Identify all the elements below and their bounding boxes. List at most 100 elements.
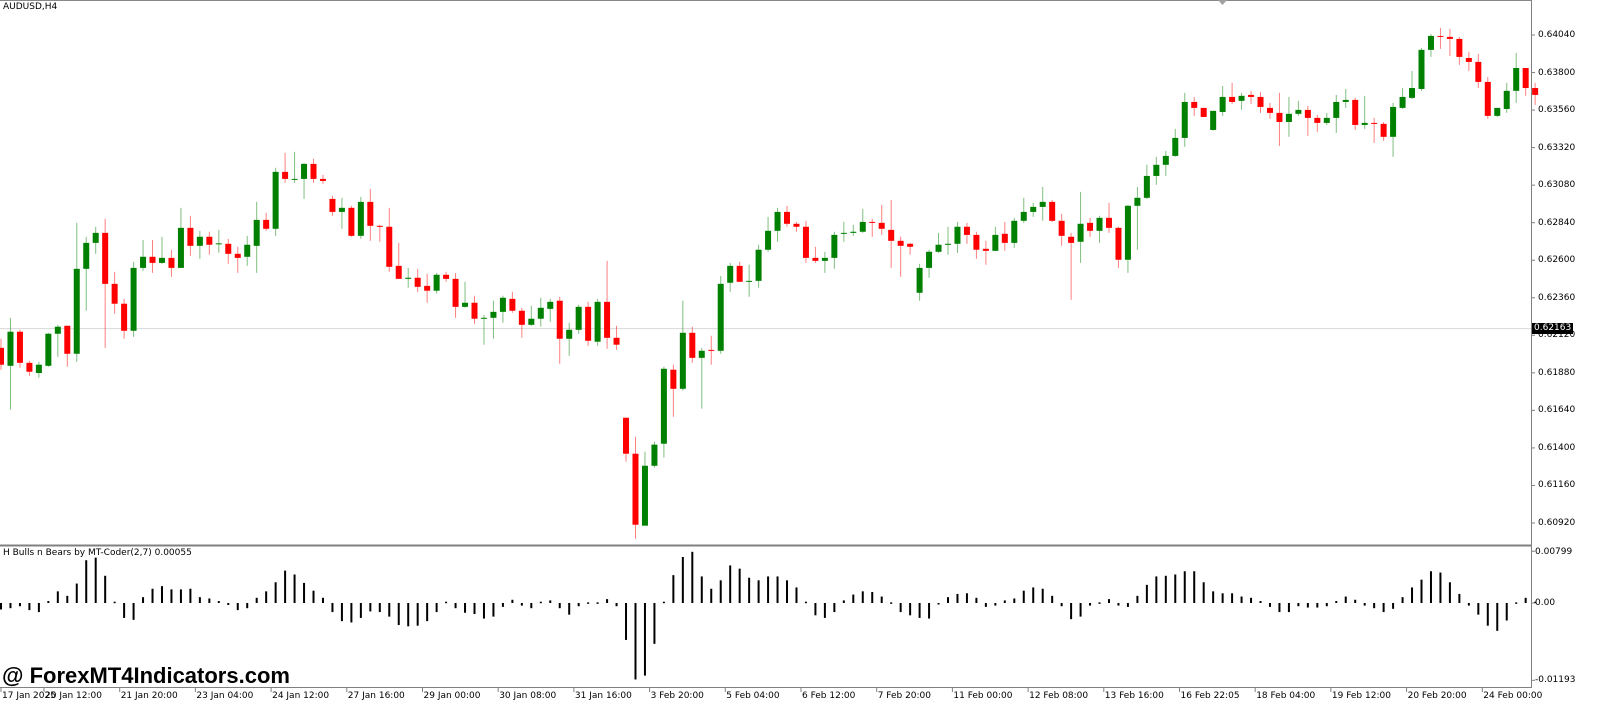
time-tick-label: 24 Jan 12:00 xyxy=(272,691,330,701)
candle xyxy=(1295,100,1302,116)
current-price-label: 0.62163 xyxy=(1532,322,1574,334)
histogram-bar xyxy=(1477,603,1480,615)
histogram-bar xyxy=(1136,595,1139,603)
candle-body xyxy=(1522,68,1529,89)
candle xyxy=(1304,105,1311,136)
candle xyxy=(982,240,989,265)
candle xyxy=(272,167,279,236)
histogram-bar xyxy=(1420,579,1423,603)
candle xyxy=(641,451,648,526)
price-tick-label: 0.61640 xyxy=(1538,405,1576,416)
candle-body xyxy=(301,163,308,179)
candle xyxy=(1513,52,1520,103)
histogram-bar xyxy=(738,568,741,603)
candle-body xyxy=(1437,35,1444,37)
price-tick-label: 0.63080 xyxy=(1538,180,1576,191)
candle-body xyxy=(594,301,601,342)
candle-body xyxy=(319,178,326,181)
candle-body xyxy=(499,297,506,312)
histogram-bar xyxy=(123,603,126,618)
histogram-bar xyxy=(198,597,201,603)
candle xyxy=(301,162,308,199)
candle-body xyxy=(1162,155,1169,165)
candle xyxy=(1266,102,1273,119)
candle-body xyxy=(613,337,620,345)
candle xyxy=(566,322,573,356)
histogram-bar xyxy=(1221,593,1224,603)
candle xyxy=(812,246,819,263)
histogram-bar xyxy=(596,602,599,604)
candle-body xyxy=(130,267,137,331)
histogram-bar xyxy=(776,576,779,603)
candle xyxy=(1427,33,1434,57)
candle-body xyxy=(1200,107,1207,117)
histogram-bar xyxy=(1448,582,1451,603)
histogram-bar xyxy=(104,575,107,603)
candle xyxy=(168,249,175,277)
price-tick-label: 0.63800 xyxy=(1538,67,1576,78)
histogram-bar xyxy=(265,591,268,603)
candle-body xyxy=(1494,107,1501,116)
candle-body xyxy=(954,226,961,244)
candle-body xyxy=(1257,96,1264,107)
histogram-bar xyxy=(1363,603,1366,606)
candle-body xyxy=(102,232,109,284)
candle-body xyxy=(480,317,487,319)
histogram-bar xyxy=(1126,603,1129,607)
candle-body xyxy=(386,226,393,267)
candle-body xyxy=(1049,201,1056,221)
histogram-bar xyxy=(1193,571,1196,603)
candle xyxy=(149,239,156,273)
candle-body xyxy=(651,444,658,466)
candle-body xyxy=(1068,236,1075,243)
histogram-bar xyxy=(56,591,59,603)
histogram-bar xyxy=(492,603,495,617)
candle xyxy=(1437,27,1444,49)
candle xyxy=(992,226,999,251)
histogram-bar xyxy=(767,576,770,603)
candle xyxy=(954,221,961,253)
histogram-bar xyxy=(625,603,628,640)
histogram-bar xyxy=(511,599,514,603)
candle xyxy=(1503,82,1510,113)
chart-shift-marker-icon[interactable] xyxy=(1218,0,1227,5)
candle xyxy=(1418,47,1425,91)
histogram-bar xyxy=(1107,599,1110,603)
candle xyxy=(1257,91,1264,113)
candle-body xyxy=(329,198,336,212)
time-tick-label: 11 Feb 00:00 xyxy=(953,691,1013,701)
histogram-bar xyxy=(1098,602,1101,604)
price-tick-label: 0.63560 xyxy=(1538,105,1576,116)
time-tick-label: 7 Feb 20:00 xyxy=(877,691,932,701)
candle-body xyxy=(1390,106,1397,137)
histogram-bar xyxy=(1515,602,1518,604)
candle xyxy=(83,236,90,311)
histogram-bar xyxy=(823,603,826,618)
histogram-bar xyxy=(1070,603,1073,620)
candle-body xyxy=(1229,96,1236,102)
histogram-bar xyxy=(1183,571,1186,603)
histogram-bar xyxy=(501,603,504,607)
candle-body xyxy=(282,171,289,179)
time-tick-label: 16 Feb 22:05 xyxy=(1180,691,1240,701)
candle-body xyxy=(395,265,402,279)
candle xyxy=(1200,107,1207,117)
histogram-bar xyxy=(662,601,665,604)
candle-body xyxy=(746,280,753,282)
candle-body xyxy=(1001,233,1008,243)
candle-body xyxy=(727,265,734,283)
price-tick-label: 0.64040 xyxy=(1538,30,1576,40)
candle xyxy=(234,246,241,273)
candle xyxy=(670,364,677,417)
histogram-bar xyxy=(416,603,419,626)
histogram-bar xyxy=(132,603,135,620)
candle xyxy=(973,231,980,259)
candle-body xyxy=(1181,101,1188,138)
candle xyxy=(1380,121,1387,141)
candle-body xyxy=(528,318,535,325)
candle xyxy=(338,197,345,229)
candle-body xyxy=(1352,99,1359,125)
candle xyxy=(395,242,402,279)
candle xyxy=(130,261,137,337)
